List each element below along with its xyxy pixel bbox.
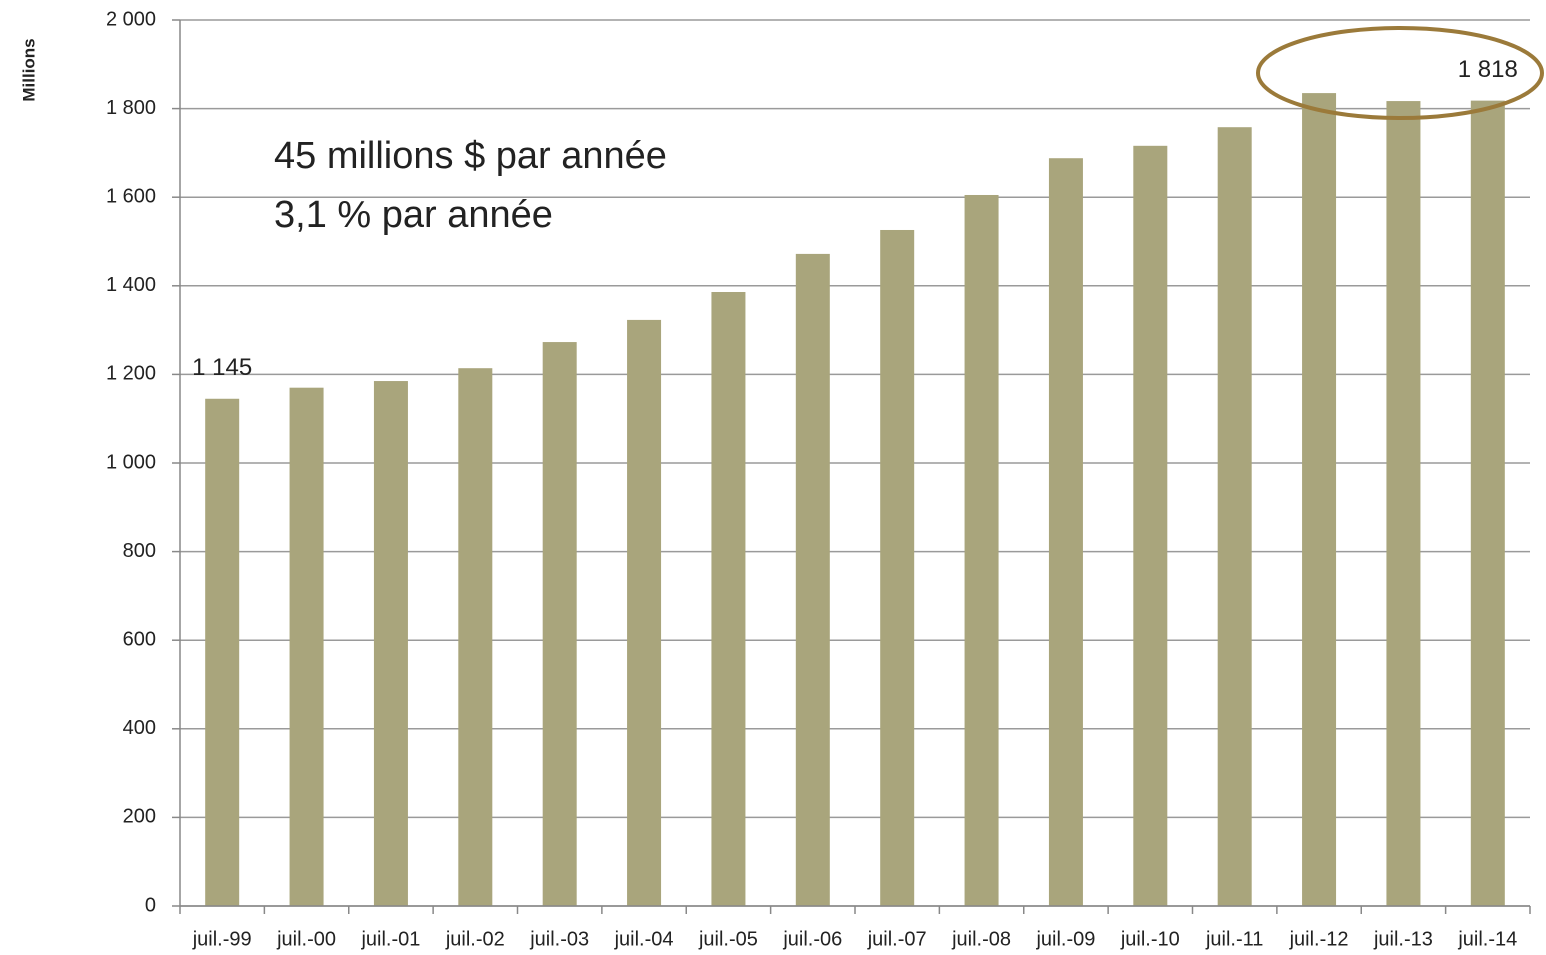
x-tick-label: juil.-01 xyxy=(360,928,420,950)
x-tick-label: juil.-06 xyxy=(782,928,842,950)
annotation: 3,1 % par année xyxy=(274,194,553,236)
highlight-ellipse xyxy=(1256,26,1544,120)
x-tick-label: juil.-99 xyxy=(192,928,252,950)
x-tick-label: juil.-14 xyxy=(1457,928,1517,950)
x-tick-label: juil.-08 xyxy=(951,928,1011,950)
y-tick-label: 600 xyxy=(123,628,156,650)
bar xyxy=(289,387,324,906)
y-axis-label: Millions xyxy=(19,38,38,101)
x-tick-label: juil.-12 xyxy=(1289,928,1349,950)
bar xyxy=(458,368,493,906)
bar xyxy=(964,194,999,907)
bar xyxy=(1133,145,1168,906)
bar xyxy=(1470,100,1505,907)
x-tick-label: juil.-04 xyxy=(614,928,674,950)
data-label: 1 145 xyxy=(192,354,252,381)
bar xyxy=(1217,127,1252,907)
y-tick-label: 1 200 xyxy=(106,363,156,385)
y-tick-label: 800 xyxy=(123,540,156,562)
bar xyxy=(880,229,915,906)
y-tick-label: 200 xyxy=(123,806,156,828)
x-tick-label: juil.-09 xyxy=(1035,928,1095,950)
x-tick-label: juil.-02 xyxy=(445,928,505,950)
y-tick-label: 1 800 xyxy=(106,97,156,119)
x-tick-label: juil.-11 xyxy=(1205,928,1263,950)
bar xyxy=(1386,101,1421,907)
x-tick-label: juil.-10 xyxy=(1120,928,1180,950)
y-tick-label: 1 400 xyxy=(106,274,156,296)
bar xyxy=(711,292,746,906)
x-tick-label: juil.-13 xyxy=(1373,928,1433,950)
bar xyxy=(1048,158,1083,906)
data-label: 1 818 xyxy=(1458,56,1518,83)
x-tick-label: juil.-00 xyxy=(276,928,336,950)
x-tick-label: juil.-03 xyxy=(529,928,589,950)
bar xyxy=(795,253,830,907)
bar xyxy=(542,342,577,906)
y-tick-label: 0 xyxy=(145,894,156,916)
bar xyxy=(205,398,240,906)
y-tick-label: 2 000 xyxy=(106,8,156,30)
bar xyxy=(627,319,662,906)
x-tick-label: juil.-05 xyxy=(698,928,758,950)
x-tick-label: juil.-07 xyxy=(867,928,927,950)
y-tick-label: 1 600 xyxy=(106,185,156,207)
annotation: 45 millions $ par année xyxy=(274,135,667,177)
y-tick-label: 400 xyxy=(123,717,156,739)
bar xyxy=(1302,93,1337,907)
bar xyxy=(373,381,408,906)
y-tick-label: 1 000 xyxy=(106,451,156,473)
